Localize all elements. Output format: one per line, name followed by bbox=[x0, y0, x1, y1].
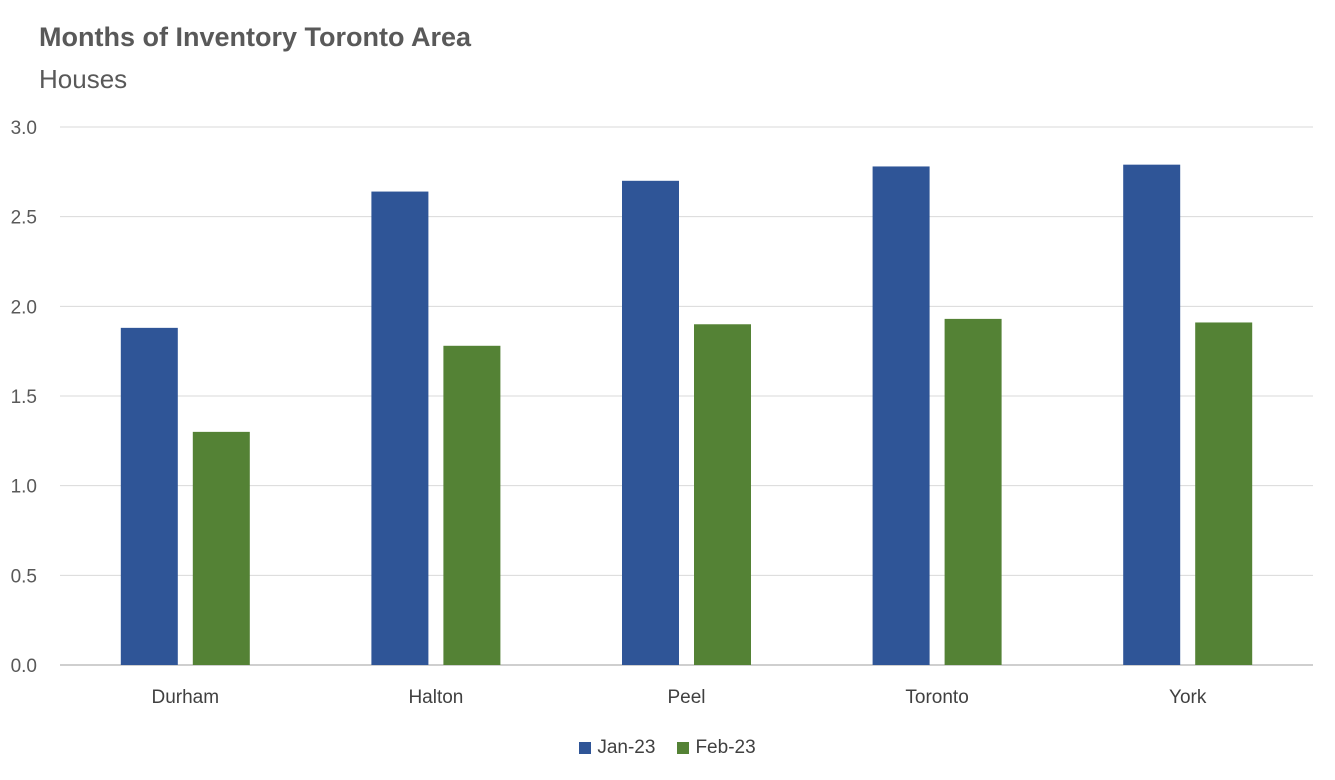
legend-label-feb: Feb-23 bbox=[695, 737, 756, 758]
y-tick-label: 1.5 bbox=[11, 387, 37, 408]
bar-halton-jan-23 bbox=[371, 191, 429, 665]
legend-item-jan: Jan-23 bbox=[579, 737, 655, 759]
legend-label-jan: Jan-23 bbox=[597, 737, 656, 758]
x-category-label: York bbox=[1169, 687, 1207, 708]
chart-title: Months of Inventory Toronto Area bbox=[39, 22, 471, 52]
y-tick-label: 1.0 bbox=[11, 477, 37, 498]
y-tick-label: 0.0 bbox=[11, 656, 37, 677]
bar-toronto-jan-23 bbox=[872, 166, 930, 665]
x-category-label: Peel bbox=[667, 687, 705, 708]
legend: Jan-23 Feb-23 bbox=[0, 737, 1335, 759]
legend-item-feb: Feb-23 bbox=[677, 737, 756, 759]
bar-peel-feb-23 bbox=[694, 324, 751, 665]
bar-toronto-feb-23 bbox=[944, 318, 1002, 665]
x-category-label: Durham bbox=[152, 687, 220, 708]
y-tick-label: 0.5 bbox=[11, 566, 37, 587]
y-tick-label: 2.5 bbox=[11, 208, 37, 229]
bar-halton-feb-23 bbox=[443, 345, 501, 665]
bar-durham-feb-23 bbox=[192, 431, 250, 665]
bar-peel-jan-23 bbox=[622, 180, 679, 666]
y-axis-ticks: 0.0 0.5 1.0 1.5 2.0 2.5 3.0 bbox=[11, 118, 37, 677]
x-category-label: Toronto bbox=[905, 687, 968, 708]
bar-york-feb-23 bbox=[1195, 322, 1253, 665]
bar-durham-jan-23 bbox=[120, 327, 178, 665]
gridlines bbox=[60, 126, 1313, 666]
y-tick-label: 3.0 bbox=[11, 118, 37, 139]
legend-swatch-jan bbox=[579, 742, 592, 754]
x-axis-categories: Durham Halton Peel Toronto York bbox=[152, 687, 1207, 708]
bars bbox=[120, 164, 1253, 666]
x-category-label: Halton bbox=[408, 687, 463, 708]
y-tick-label: 2.0 bbox=[11, 297, 37, 318]
legend-swatch-feb bbox=[677, 742, 690, 754]
bar-chart: 0.0 0.5 1.0 1.5 2.0 2.5 3.0 Durham Halton Peel To… bbox=[11, 118, 1313, 708]
bar-york-jan-23 bbox=[1123, 164, 1181, 665]
chart-subtitle: Houses bbox=[39, 64, 128, 94]
